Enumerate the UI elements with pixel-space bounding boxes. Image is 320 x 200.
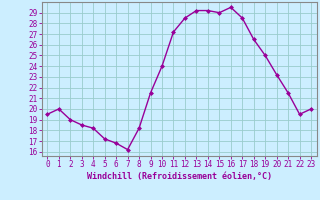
X-axis label: Windchill (Refroidissement éolien,°C): Windchill (Refroidissement éolien,°C) <box>87 172 272 181</box>
